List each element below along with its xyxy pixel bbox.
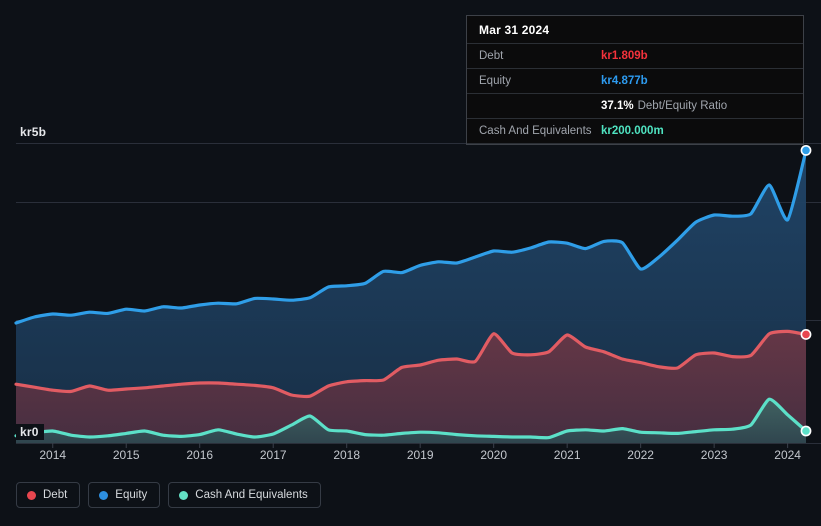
legend-dot-icon [99, 490, 109, 500]
tooltip-label-debt: Debt [479, 50, 504, 62]
x-axis-tick-2014: 2014 [39, 448, 67, 462]
tooltip-value-ratio: 37.1% [601, 100, 634, 112]
x-axis-tick-2023: 2023 [700, 448, 728, 462]
legend-item-debt[interactable]: Debt [16, 482, 81, 508]
tooltip-row-ratio: 37.1% Debt/Equity Ratio [467, 93, 803, 118]
tooltip-date: Mar 31 2024 [479, 23, 550, 37]
series-debt [14, 329, 808, 443]
x-axis-tick-2021: 2021 [553, 448, 581, 462]
legend-label: Debt [43, 489, 68, 501]
tooltip-value-cash: kr200.000m [601, 125, 664, 137]
x-axis-ticks [52, 443, 789, 448]
x-axis-tick-2019: 2019 [406, 448, 434, 462]
legend-item-equity[interactable]: Equity [88, 482, 161, 508]
x-axis-tick-2015: 2015 [112, 448, 140, 462]
tooltip-row-cash: Cash And Equivalents kr200.000m [467, 118, 803, 144]
x-axis: 2014 2015 2016 2017 2018 2019 2020 2021 2022 2023… [0, 448, 821, 468]
chart-legend: Debt Equity Cash And Equivalents [16, 482, 321, 508]
tooltip-row-equity: Equity kr4.877b [467, 68, 803, 93]
x-axis-tick-2018: 2018 [333, 448, 361, 462]
plot-area: kr5b kr0 [14, 124, 821, 448]
endpoint-markers [800, 144, 812, 437]
x-axis-tick-2020: 2020 [480, 448, 508, 462]
y-axis-top-label: kr5b [16, 124, 52, 140]
legend-dot-icon [179, 490, 189, 500]
x-axis-tick-2017: 2017 [259, 448, 287, 462]
legend-label: Cash And Equivalents [195, 489, 308, 501]
plot-svg [14, 143, 821, 448]
legend-label: Equity [115, 489, 148, 501]
tooltip-value-equity: kr4.877b [601, 75, 648, 87]
tooltip-label-cash: Cash And Equivalents [479, 125, 592, 137]
tooltip-label-ratio: Debt/Equity Ratio [637, 100, 728, 112]
y-axis-zero-label: kr0 [16, 424, 44, 440]
tooltip-row-debt: Debt kr1.809b [467, 43, 803, 68]
x-axis-tick-2022: 2022 [627, 448, 654, 462]
series-cash [14, 397, 808, 443]
tooltip-value-debt: kr1.809b [601, 50, 648, 62]
legend-item-cash-and-equivalents[interactable]: Cash And Equivalents [168, 482, 321, 508]
x-axis-tick-2016: 2016 [186, 448, 214, 462]
tooltip-label-equity: Equity [479, 75, 511, 87]
x-axis-tick-2024: 2024 [774, 448, 801, 462]
data-tooltip: Mar 31 2024 Debt kr1.809b Equity kr4.877… [466, 15, 804, 145]
legend-dot-icon [27, 490, 36, 500]
